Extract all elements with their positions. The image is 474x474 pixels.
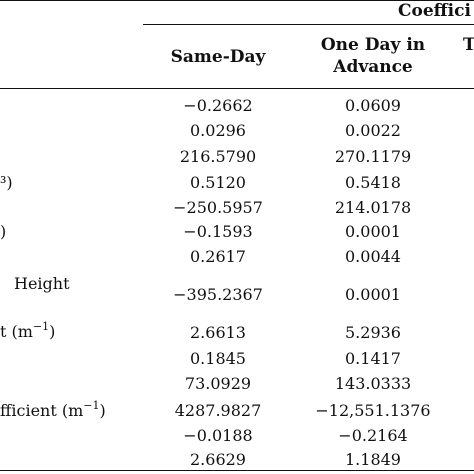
- same-day-cell: 0.2617: [190, 247, 246, 266]
- same-day-cell: 0.1845: [190, 349, 246, 368]
- one-day-cell: 270.1179: [334, 147, 412, 166]
- one-day-cell: 214.0178: [334, 198, 412, 217]
- one-day-cell: 0.1417: [345, 349, 401, 368]
- one-day-cell: 0.5418: [345, 173, 401, 192]
- same-day-cell: 2.6629: [190, 450, 246, 469]
- table-bottom-rule: [0, 470, 474, 471]
- row-label-6: ): [0, 222, 7, 241]
- one-day-cell: 0.0001: [345, 285, 401, 304]
- one-day-cell: −0.2164: [338, 426, 408, 445]
- same-day-cell: 4287.9827: [174, 401, 262, 420]
- same-day-cell: 2.6613: [190, 323, 246, 342]
- same-day-cell: 216.5790: [179, 147, 257, 166]
- row-label-9: t (m−1): [0, 319, 56, 341]
- group-header-coefficients: Coeffici: [398, 1, 471, 21]
- one-day-cell: 0.0609: [345, 96, 401, 115]
- same-day-cell: −0.2662: [183, 96, 253, 115]
- one-day-cell: 0.0001: [345, 222, 401, 241]
- same-day-cell: −395.2367: [173, 285, 263, 304]
- same-day-cell: −0.0188: [183, 426, 253, 445]
- header-bottom-rule: [0, 88, 474, 89]
- row-label-4: ³): [0, 173, 13, 192]
- row-label-8: Height: [14, 274, 70, 293]
- one-day-cell: 0.0044: [345, 247, 401, 266]
- column-header-third: T: [463, 35, 474, 55]
- one-day-cell: 1.1849: [345, 450, 401, 469]
- column-header-one-day-text: One Day in Advance: [320, 35, 426, 77]
- top-rule: [0, 0, 474, 1]
- same-day-cell: 0.5120: [190, 173, 246, 192]
- one-day-cell: 0.0022: [345, 121, 401, 140]
- column-header-one-day: One Day in Advance: [298, 34, 448, 78]
- same-day-cell: 73.0929: [184, 374, 252, 393]
- same-day-cell: 0.0296: [190, 121, 246, 140]
- group-header-rule: [143, 24, 474, 25]
- one-day-cell: −12,551.1376: [315, 401, 431, 420]
- same-day-cell: −250.5957: [173, 198, 263, 217]
- one-day-cell: 143.0333: [334, 374, 412, 393]
- row-label-12: fficient (m−1): [0, 398, 106, 420]
- column-header-same-day: Same-Day: [170, 47, 266, 67]
- same-day-cell: −0.1593: [183, 222, 253, 241]
- one-day-cell: 5.2936: [345, 323, 401, 342]
